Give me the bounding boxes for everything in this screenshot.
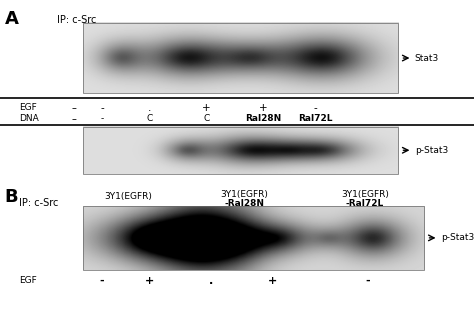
Text: .: . [147,103,151,113]
Bar [83,127,398,174]
Text: -: - [365,276,370,285]
Text: –: – [71,103,76,113]
Text: -: - [100,114,103,123]
Text: +: + [268,276,277,285]
Text: 3Y1(EGFR): 3Y1(EGFR) [104,192,152,201]
Text: EGF: EGF [19,103,36,112]
Text: IP: c-Src: IP: c-Src [57,15,96,25]
Text: A: A [5,10,18,28]
Text: 3Y1(EGFR): 3Y1(EGFR) [341,190,389,199]
Text: +: + [145,276,154,285]
Text: .: . [209,276,213,285]
Text: Ral28N: Ral28N [245,114,281,123]
Text: DNA: DNA [19,114,39,123]
Text: EGF: EGF [19,276,36,285]
Text: -Ral72L: -Ral72L [346,199,384,208]
Text: –: – [71,114,76,124]
Text: C: C [203,114,210,123]
Text: B: B [5,188,18,206]
Text: Ral72L: Ral72L [298,114,332,123]
Text: 3Y1(EGFR): 3Y1(EGFR) [220,190,268,199]
Text: p-Stat3: p-Stat3 [441,233,474,242]
Text: -: - [100,276,104,285]
Bar [83,206,424,270]
Text: -Ral28N: -Ral28N [224,199,264,208]
Text: +: + [259,103,267,113]
Text: p-Stat3: p-Stat3 [415,146,448,155]
Text: -: - [313,103,317,113]
Text: C: C [146,114,153,123]
Text: +: + [202,103,210,113]
Text: Stat3: Stat3 [415,54,439,62]
Text: IP: c-Src: IP: c-Src [19,198,58,208]
Bar [83,23,398,93]
Text: -: - [100,103,104,113]
